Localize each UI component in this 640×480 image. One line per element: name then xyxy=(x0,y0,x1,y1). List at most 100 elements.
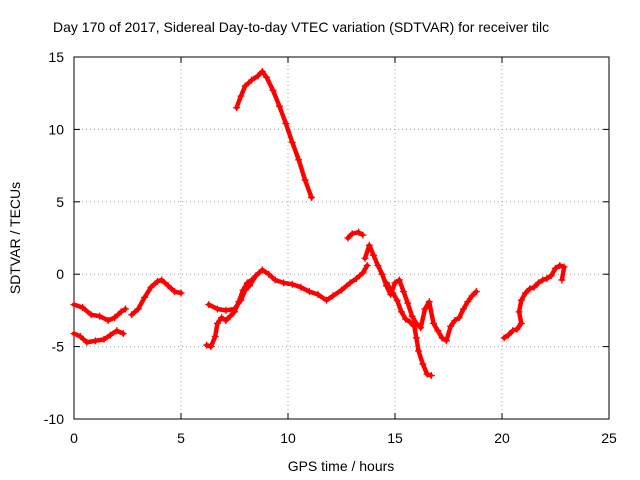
data-point xyxy=(104,317,112,325)
data-point xyxy=(70,330,78,338)
data-point xyxy=(412,334,420,342)
data-point xyxy=(113,327,121,335)
data-point xyxy=(442,337,450,345)
data-point xyxy=(106,331,114,339)
data-point xyxy=(297,283,305,291)
data-point xyxy=(83,338,91,346)
plot-frame xyxy=(73,56,610,420)
data-point xyxy=(213,319,221,327)
data-point xyxy=(91,337,99,345)
data-point xyxy=(164,282,172,290)
data-point xyxy=(472,288,480,296)
data-point xyxy=(305,288,313,296)
data-point xyxy=(355,228,363,236)
y-axis-label: SDTVAR / TECUs xyxy=(7,182,23,294)
data-point xyxy=(509,327,517,335)
data-point xyxy=(421,305,429,313)
data-point xyxy=(438,334,446,342)
data-point xyxy=(417,324,425,332)
data-point xyxy=(434,327,442,335)
y-tick-label: -5 xyxy=(52,339,65,355)
series-track-g xyxy=(344,228,367,242)
data-point xyxy=(275,102,283,110)
data-point xyxy=(213,305,221,313)
data-series xyxy=(70,67,568,380)
data-point xyxy=(226,312,234,320)
data-point xyxy=(233,104,241,112)
data-point xyxy=(348,230,356,238)
data-point xyxy=(153,277,161,285)
data-point xyxy=(526,285,534,293)
axis-ticks: 0 5 10 15 20 25 -10 -5 0 5 10 15 xyxy=(44,49,617,446)
data-point xyxy=(282,120,290,128)
data-point xyxy=(203,341,211,349)
data-point xyxy=(404,299,412,307)
data-point xyxy=(517,296,525,304)
series-track-b xyxy=(70,327,127,346)
data-point xyxy=(530,283,538,291)
series-line xyxy=(345,229,366,241)
data-point xyxy=(269,86,277,94)
data-point xyxy=(556,262,564,270)
data-point xyxy=(128,311,136,319)
data-point xyxy=(96,312,104,320)
data-point xyxy=(263,73,271,81)
series-line xyxy=(384,280,434,378)
data-point xyxy=(207,343,215,351)
data-point xyxy=(254,72,262,80)
data-point xyxy=(365,241,373,249)
data-point xyxy=(119,330,127,338)
data-point xyxy=(258,266,266,274)
data-point xyxy=(415,347,423,355)
data-point xyxy=(222,317,230,325)
data-point xyxy=(423,370,431,378)
data-point xyxy=(171,288,179,296)
data-point xyxy=(395,276,403,284)
data-point xyxy=(265,270,273,278)
data-point xyxy=(534,279,542,287)
data-point xyxy=(338,286,345,294)
x-tick-label: 20 xyxy=(494,430,510,446)
series-track-a xyxy=(70,301,129,325)
data-point xyxy=(147,283,155,291)
data-point xyxy=(547,272,555,280)
series-line xyxy=(501,263,567,341)
data-point xyxy=(271,276,279,284)
data-point xyxy=(218,314,226,322)
data-point xyxy=(513,325,521,333)
y-tick-label: 5 xyxy=(56,194,64,210)
data-point xyxy=(522,289,530,297)
data-point xyxy=(70,301,78,309)
data-point xyxy=(352,275,360,283)
x-tick-label: 25 xyxy=(601,430,617,446)
data-point xyxy=(447,322,455,330)
data-point xyxy=(361,254,369,262)
series-track-h xyxy=(361,241,480,345)
data-point xyxy=(363,262,371,270)
series-track-i xyxy=(382,279,435,380)
data-point xyxy=(370,251,378,259)
x-tick-label: 15 xyxy=(387,430,403,446)
data-point xyxy=(391,279,399,287)
data-point xyxy=(408,312,416,320)
series-line xyxy=(234,69,314,200)
series-line xyxy=(71,328,126,345)
data-point xyxy=(323,296,331,304)
data-point xyxy=(295,156,303,164)
data-point xyxy=(301,176,309,184)
data-point xyxy=(397,308,405,316)
data-point xyxy=(121,305,129,313)
data-point xyxy=(464,298,472,306)
data-point xyxy=(329,292,337,300)
data-point xyxy=(252,272,260,280)
series-track-c xyxy=(128,276,185,319)
data-point xyxy=(543,275,551,283)
x-tick-label: 10 xyxy=(280,430,296,446)
data-point xyxy=(378,270,386,278)
data-point xyxy=(468,292,476,300)
data-point xyxy=(314,290,322,298)
data-point xyxy=(427,372,435,380)
data-point xyxy=(79,304,87,312)
data-point xyxy=(158,276,166,284)
data-point xyxy=(205,301,213,309)
